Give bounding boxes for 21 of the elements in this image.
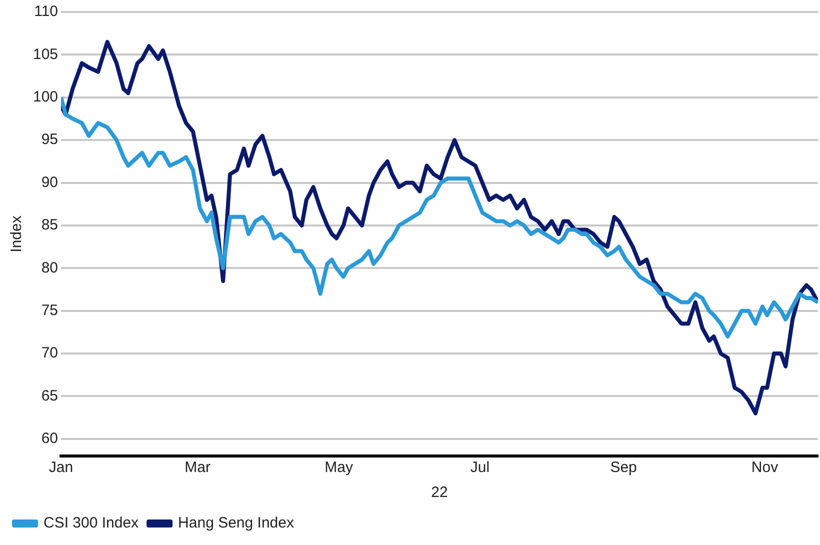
x-axis-title: 22 (431, 484, 448, 502)
y-tick-label: 95 (41, 131, 58, 148)
x-tick-label: Mar (184, 459, 211, 476)
x-tick-label: Jul (470, 459, 490, 476)
y-tick-label: 100 (32, 88, 58, 106)
legend-label: CSI 300 Index (44, 514, 140, 532)
y-tick-label: 80 (41, 259, 58, 276)
y-tick-label: 85 (41, 216, 58, 234)
y-tick-label: 65 (41, 387, 58, 404)
legend-label: Hang Seng Index (178, 514, 294, 532)
x-tick-label: Jan (48, 459, 74, 476)
y-tick-label: 105 (32, 46, 58, 63)
y-tick-label: 60 (41, 430, 58, 448)
x-tick-label: Sep (610, 459, 637, 476)
y-tick-label: 110 (34, 3, 58, 20)
y-axis-title: Index (8, 215, 26, 252)
y-tick-label: 70 (41, 344, 58, 362)
x-tick-label: Nov (751, 459, 779, 476)
y-tick-label: 75 (41, 302, 58, 319)
y-tick-label: 90 (41, 174, 58, 191)
x-tick-label: May (324, 459, 354, 476)
